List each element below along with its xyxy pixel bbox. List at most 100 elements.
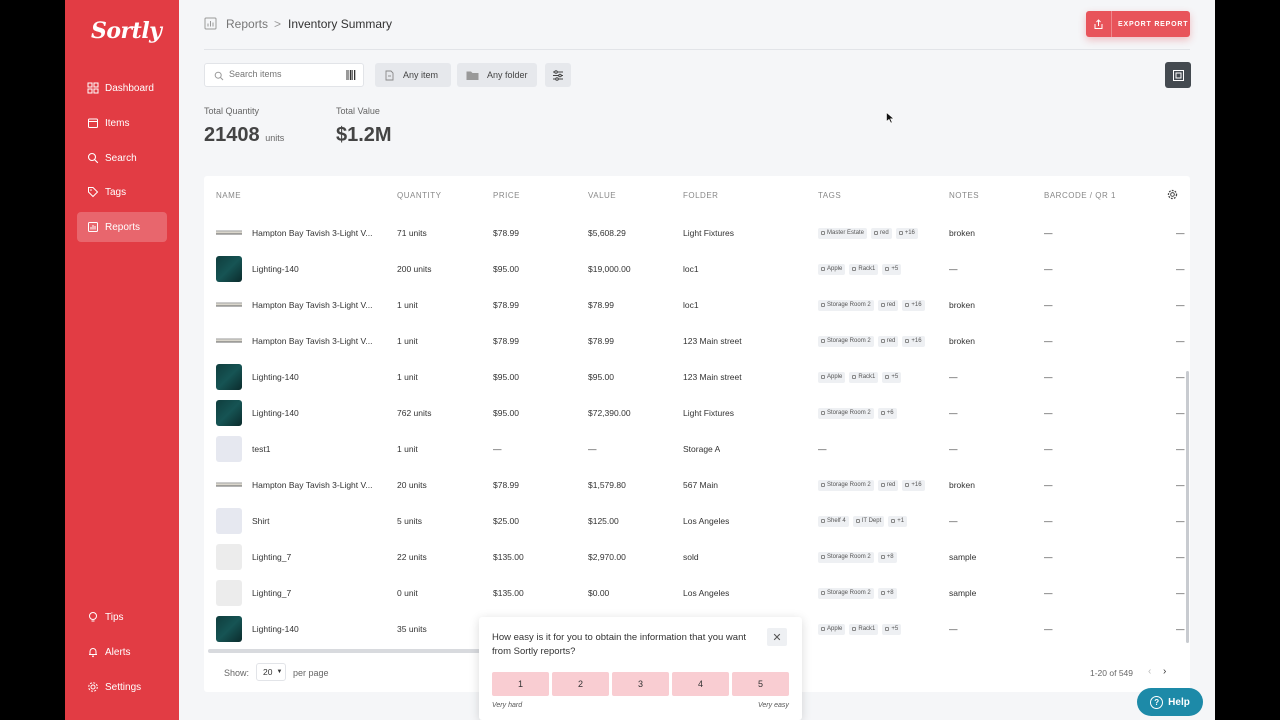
item-name-cell[interactable]: Hampton Bay Tavish 3-Light V... — [252, 480, 373, 490]
table-row[interactable]: Hampton Bay Tavish 3-Light V... 71 units $… — [204, 215, 1190, 251]
item-name-cell[interactable]: Lighting_7 — [252, 552, 292, 562]
tag-chip[interactable]: +16 — [902, 479, 925, 491]
table-row[interactable]: test1 1 unit — — Storage A — — — — — [204, 431, 1190, 467]
tag-chip[interactable]: Storage Room 2 — [818, 587, 874, 599]
sidebar-item-tips[interactable]: Tips — [77, 602, 167, 632]
tag-label: +1 — [897, 518, 905, 524]
column-settings-gear-icon[interactable] — [1167, 189, 1178, 200]
table-row[interactable]: Lighting-140 1 unit $95.00 $95.00 123 Main s… — [204, 359, 1190, 395]
tag-chip[interactable]: Rack1 — [849, 623, 879, 635]
tag-chip[interactable]: +16 — [902, 335, 925, 347]
table-row[interactable]: Hampton Bay Tavish 3-Light V... 1 unit $78… — [204, 287, 1190, 323]
table-row[interactable]: Lighting-140 35 units — — — Apple Rack1 +5 — [204, 611, 1190, 647]
tag-chip[interactable]: red — [877, 479, 899, 491]
tag-chip[interactable]: Apple — [818, 371, 846, 383]
column-header-tags[interactable]: Tags — [818, 191, 842, 200]
tag-chip[interactable]: Rack1 — [849, 263, 879, 275]
sidebar-item-items[interactable]: Items — [77, 108, 167, 138]
tag-chip[interactable]: Master Estate — [818, 227, 868, 239]
item-thumbnail — [216, 544, 242, 570]
folder-cell: 123 Main street — [683, 372, 742, 382]
tag-chip[interactable]: red — [877, 335, 899, 347]
tag-chip[interactable]: red — [877, 299, 899, 311]
tag-chip[interactable]: Apple — [818, 623, 846, 635]
previous-page-button[interactable]: ‹ — [1148, 666, 1152, 677]
table-row[interactable]: Lighting_7 22 units $135.00 $2,970.00 sold sa… — [204, 539, 1190, 575]
item-name-cell[interactable]: Hampton Bay Tavish 3-Light V... — [252, 336, 373, 346]
item-name-cell[interactable]: Lighting_7 — [252, 588, 292, 598]
rating-option-1[interactable]: 1 — [492, 672, 549, 696]
item-filter-button[interactable]: Any item — [375, 63, 451, 87]
item-name-cell[interactable]: Shirt — [252, 516, 270, 526]
item-name-cell[interactable]: Lighting-140 — [252, 264, 299, 274]
sidebar-item-alerts[interactable]: Alerts — [77, 637, 167, 667]
item-name-cell[interactable]: Lighting-140 — [252, 372, 299, 382]
tag-label: Rack1 — [858, 626, 876, 632]
column-header-value[interactable]: Value — [588, 191, 617, 200]
item-name-cell[interactable]: test1 — [252, 444, 271, 454]
barcode-icon[interactable] — [346, 70, 356, 80]
tag-chip[interactable]: +16 — [895, 227, 918, 239]
tag-chip[interactable]: Storage Room 2 — [818, 299, 874, 311]
item-name-cell[interactable]: Lighting-140 — [252, 624, 299, 634]
rating-option-2[interactable]: 2 — [552, 672, 609, 696]
filter-settings-button[interactable] — [545, 63, 571, 87]
sidebar-item-settings[interactable]: Settings — [77, 672, 167, 702]
breadcrumb-reports-link[interactable]: Reports — [226, 17, 269, 31]
tag-chip[interactable]: +6 — [877, 407, 897, 419]
tag-chip[interactable]: Storage Room 2 — [818, 335, 874, 347]
table-row[interactable]: Shirt 5 units $25.00 $125.00 Los Angeles — — — S… — [204, 503, 1190, 539]
per-page-select[interactable]: 20 ▼ — [256, 663, 286, 681]
tag-chip[interactable]: +8 — [877, 587, 897, 599]
tag-chip[interactable]: IT Dept — [852, 515, 885, 527]
table-row[interactable]: Lighting-140 762 units $95.00 $72,390.00 Lig… — [204, 395, 1190, 431]
rating-option-3[interactable]: 3 — [612, 672, 669, 696]
table-row[interactable]: Lighting_7 0 unit $135.00 $0.00 Los Angeles s… — [204, 575, 1190, 611]
search-input[interactable] — [229, 69, 329, 79]
sidebar-item-search[interactable]: Search — [77, 143, 167, 173]
table-row[interactable]: Hampton Bay Tavish 3-Light V... 20 units $… — [204, 467, 1190, 503]
item-name-cell[interactable]: Lighting-140 — [252, 408, 299, 418]
item-thumbnail — [216, 364, 242, 390]
column-header-notes[interactable]: Notes — [949, 191, 980, 200]
table-row[interactable]: Lighting-140 200 units $95.00 $19,000.00 loc… — [204, 251, 1190, 287]
tag-chip[interactable]: Storage Room 2 — [818, 479, 874, 491]
column-header-barcode[interactable]: Barcode / QR 1 — [1044, 191, 1116, 200]
horizontal-scrollbar[interactable] — [208, 649, 488, 653]
sortly-logo[interactable]: Sortly — [91, 18, 162, 44]
folder-filter-button[interactable]: Any folder — [457, 63, 537, 87]
inventory-table: Name Quantity Price Value Folder Tags No… — [204, 176, 1190, 692]
help-button[interactable]: ? Help — [1137, 688, 1203, 716]
tag-chip[interactable]: Shelf 4 — [818, 515, 849, 527]
tag-chip[interactable]: red — [871, 227, 892, 239]
rating-option-4[interactable]: 4 — [672, 672, 729, 696]
tag-chip[interactable]: +5 — [882, 623, 902, 635]
tag-chip[interactable]: +5 — [882, 371, 902, 383]
vertical-scrollbar[interactable] — [1186, 371, 1189, 643]
column-header-name[interactable]: Name — [216, 191, 242, 200]
export-report-button[interactable]: EXPORT REPORT — [1086, 11, 1190, 37]
tag-chip[interactable]: +1 — [888, 515, 908, 527]
tag-chip[interactable]: Storage Room 2 — [818, 407, 874, 419]
tag-chip[interactable]: Rack1 — [849, 371, 879, 383]
rating-option-5[interactable]: 5 — [732, 672, 789, 696]
item-thumbnail — [216, 616, 242, 642]
column-header-price[interactable]: Price — [493, 191, 520, 200]
column-header-quantity[interactable]: Quantity — [397, 191, 442, 200]
item-name-cell[interactable]: Hampton Bay Tavish 3-Light V... — [252, 228, 373, 238]
breadcrumb-separator: > — [274, 17, 282, 31]
tag-chip[interactable]: +16 — [902, 299, 925, 311]
sidebar-item-dashboard[interactable]: Dashboard — [77, 73, 167, 103]
sidebar-item-tags[interactable]: Tags — [77, 177, 167, 207]
tag-chip[interactable]: Apple — [818, 263, 846, 275]
table-row[interactable]: Hampton Bay Tavish 3-Light V... 1 unit $78… — [204, 323, 1190, 359]
tag-chip[interactable]: Storage Room 2 — [818, 551, 874, 563]
item-name-cell[interactable]: Hampton Bay Tavish 3-Light V... — [252, 300, 373, 310]
sidebar-item-reports[interactable]: Reports — [77, 212, 167, 242]
tag-chip[interactable]: +8 — [877, 551, 897, 563]
scan-button[interactable] — [1165, 62, 1191, 88]
column-header-folder[interactable]: Folder — [683, 191, 719, 200]
tag-chip[interactable]: +5 — [882, 263, 902, 275]
next-page-button[interactable]: › — [1163, 666, 1167, 677]
survey-close-button[interactable]: ✕ — [767, 628, 787, 646]
